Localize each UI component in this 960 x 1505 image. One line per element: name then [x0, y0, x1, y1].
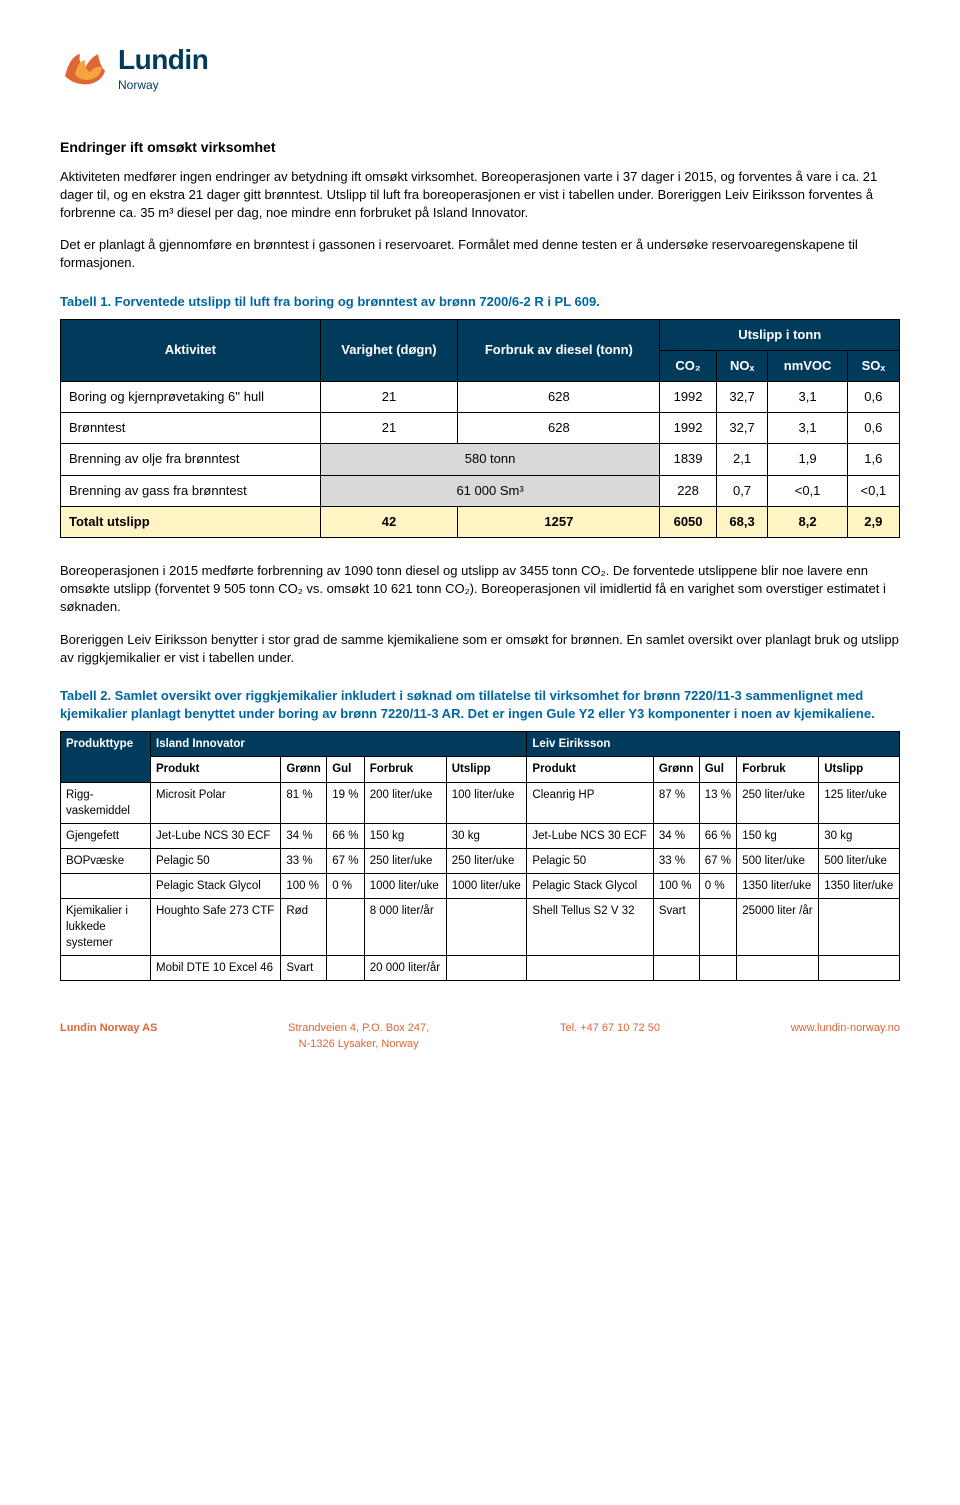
- footer-address: Strandveien 4, P.O. Box 247, N-1326 Lysa…: [288, 1021, 429, 1052]
- table1-caption: Tabell 1. Forventede utslipp til luft fr…: [60, 293, 900, 311]
- table-row: Boring og kjernprøvetaking 6'' hull 21 6…: [61, 382, 900, 413]
- th-diesel: Forbruk av diesel (tonn): [458, 319, 660, 381]
- para-welltest: Det er planlagt å gjennomføre en brønnte…: [60, 236, 900, 272]
- th-island: Island Innovator: [151, 732, 527, 757]
- table2-caption: Tabell 2. Samlet oversikt over riggkjemi…: [60, 687, 900, 723]
- th-duration: Varighet (døgn): [320, 319, 458, 381]
- logo-main: Lundin: [118, 40, 208, 79]
- table-row: Brenning av olje fra brønntest 580 tonn …: [61, 444, 900, 475]
- th-co2: CO₂: [660, 350, 716, 381]
- footer-url: www.lundin-norway.no: [791, 1021, 900, 1052]
- th-prodtype: Produkttype: [61, 732, 151, 782]
- table-row: Brenning av gass fra brønntest 61 000 Sm…: [61, 475, 900, 506]
- table-row: Rigg-vaskemiddelMicrosit Polar81 %19 %20…: [61, 782, 900, 823]
- th-activity: Aktivitet: [61, 319, 321, 381]
- table-row: Brønntest 21 628 1992 32,7 3,1 0,6: [61, 413, 900, 444]
- table-subheader: Produkt Grønn Gul Forbruk Utslipp Produk…: [61, 757, 900, 782]
- footer-phone: Tel. +47 67 10 72 50: [560, 1021, 660, 1052]
- chemicals-table: Produkttype Island Innovator Leiv Eiriks…: [60, 731, 900, 981]
- table-row: Pelagic Stack Glycol100 %0 %1000 liter/u…: [61, 873, 900, 898]
- th-emissions: Utslipp i tonn: [660, 319, 900, 350]
- th-sox: SOₓ: [847, 350, 899, 381]
- para-rig: Boreriggen Leiv Eiriksson benytter i sto…: [60, 631, 900, 667]
- th-leiv: Leiv Eiriksson: [527, 732, 900, 757]
- th-nox: NOₓ: [716, 350, 768, 381]
- logo: Lundin Norway: [60, 40, 900, 94]
- heading-changes: Endringer ift omsøkt virksomhet: [60, 138, 900, 158]
- footer-company: Lundin Norway AS: [60, 1021, 157, 1052]
- table-row: GjengefettJet-Lube NCS 30 ECF34 %66 %150…: [61, 823, 900, 848]
- table-row: Mobil DTE 10 Excel 46Svart20 000 liter/å…: [61, 956, 900, 981]
- para-activity: Aktiviteten medfører ingen endringer av …: [60, 168, 900, 223]
- flame-icon: [60, 46, 110, 88]
- logo-sub: Norway: [118, 77, 208, 94]
- table-row: BOPvæskePelagic 5033 %67 %250 liter/uke2…: [61, 848, 900, 873]
- para-2015: Boreoperasjonen i 2015 medførte forbrenn…: [60, 562, 900, 617]
- emissions-table: Aktivitet Varighet (døgn) Forbruk av die…: [60, 319, 900, 538]
- th-nmvoc: nmVOC: [768, 350, 847, 381]
- page-footer: Lundin Norway AS Strandveien 4, P.O. Box…: [60, 1021, 900, 1052]
- table-row: Kjemikalier i lukkede systemerHoughto Sa…: [61, 898, 900, 955]
- table-row-total: Totalt utslipp 42 1257 6050 68,3 8,2 2,9: [61, 506, 900, 537]
